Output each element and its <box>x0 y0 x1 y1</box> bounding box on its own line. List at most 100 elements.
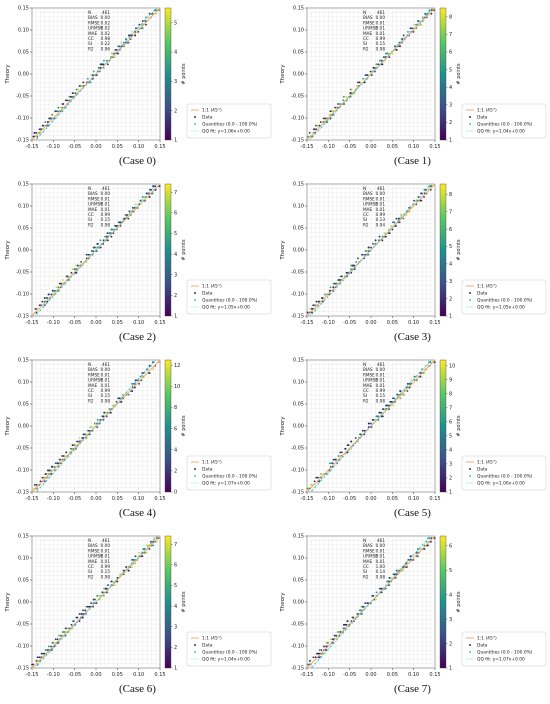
qq-fit-line <box>34 535 158 669</box>
legend-label-quantiles: Quantities (0.0 - 100.0%) <box>202 122 258 128</box>
data-point <box>111 52 114 55</box>
colorbar-tick-label: 6 <box>449 543 452 549</box>
legend-label-qq-fit: QQ fit: y=1.04x+0.00 <box>202 657 250 663</box>
data-point <box>380 411 382 414</box>
stat-value: 0.01 <box>376 559 386 564</box>
stat-value: 0.99 <box>101 564 111 569</box>
x-tick-label: -0.10 <box>322 320 335 326</box>
data-point <box>345 271 348 274</box>
x-tick-label: 0.10 <box>133 496 144 502</box>
data-point <box>53 289 56 292</box>
data-point <box>134 34 137 37</box>
data-point <box>84 433 87 436</box>
stat-value: 0.01 <box>376 202 386 207</box>
data-point <box>125 38 128 40</box>
colorbar-tick-label: 1 <box>449 490 452 496</box>
colorbar <box>439 7 447 141</box>
colorbar-tick-label: 5 <box>449 244 452 250</box>
stat-value: 0.98 <box>376 46 386 51</box>
y-tick-label: 0.05 <box>293 226 304 232</box>
legend-box <box>461 631 547 667</box>
stat-label: CC <box>88 564 94 569</box>
data-point <box>81 616 84 619</box>
data-point <box>361 253 363 256</box>
data-point <box>329 638 332 641</box>
data-point <box>336 631 339 633</box>
stat-value: 461 <box>377 186 385 191</box>
data-point <box>341 275 343 278</box>
data-point <box>328 113 331 116</box>
data-point <box>101 591 104 594</box>
legend-quantile-swatch <box>194 475 196 477</box>
data-point <box>47 469 49 472</box>
stat-label: RMSE <box>363 372 375 377</box>
data-point <box>412 558 415 561</box>
y-tick-label: -0.10 <box>291 116 304 122</box>
stat-value: 0.00 <box>101 543 111 548</box>
legend-label-line: 1:1 (45°) <box>202 636 222 642</box>
panel-caption: (Case 6) <box>119 683 156 695</box>
data-point <box>388 584 391 586</box>
stat-value: 0.99 <box>101 212 111 217</box>
data-point <box>108 408 111 410</box>
data-point <box>344 447 347 450</box>
stat-value: 0.00 <box>376 543 386 548</box>
stat-value: 0.02 <box>101 20 111 25</box>
data-point <box>93 246 96 249</box>
stat-value: 0.99 <box>376 212 386 217</box>
y-tick-label: 0.15 <box>293 182 304 188</box>
legend-label-quantiles: Quantities (0.0 - 100.0%) <box>202 298 258 304</box>
data-point <box>43 297 46 299</box>
stat-value: 0.98 <box>376 574 386 579</box>
legend-data-swatch <box>194 468 196 470</box>
data-point <box>64 627 67 630</box>
data-point <box>61 455 64 457</box>
data-point <box>366 602 369 605</box>
x-tick-label: -0.15 <box>301 496 314 502</box>
stat-value: 0.13 <box>376 217 386 222</box>
data-point <box>34 659 37 662</box>
data-point <box>90 74 93 77</box>
data-point <box>151 192 154 195</box>
data-point <box>62 455 65 457</box>
data-point <box>142 548 145 550</box>
data-point <box>359 433 362 436</box>
x-tick-label: 0.00 <box>90 672 101 678</box>
data-point <box>40 476 43 479</box>
stat-value: 0.01 <box>376 554 386 559</box>
data-point <box>127 41 130 44</box>
data-point <box>388 408 390 410</box>
y-tick-label: -0.10 <box>291 292 304 298</box>
data-point <box>406 566 408 568</box>
data-point <box>41 300 44 303</box>
colorbar-tick-label: 3 <box>449 103 452 109</box>
one-to-one-line <box>31 359 161 493</box>
data-point <box>323 117 325 120</box>
data-point <box>150 540 152 543</box>
stat-label: RMSE <box>363 548 375 553</box>
x-tick-label: 0.15 <box>154 144 165 150</box>
stat-label: URMSE <box>88 378 103 383</box>
data-point <box>433 361 436 364</box>
colorbar-tick-label: 1 <box>449 314 452 320</box>
stat-value: 0.14 <box>376 569 386 574</box>
data-point <box>405 390 408 392</box>
data-point <box>53 465 56 468</box>
data-point <box>382 408 385 410</box>
data-point <box>94 422 97 425</box>
data-point <box>70 95 72 98</box>
colorbar-tick-label: 7 <box>449 209 452 215</box>
data-point <box>131 566 133 568</box>
data-point <box>393 221 395 224</box>
y-tick-label: 0.10 <box>293 204 304 210</box>
y-tick-label: -0.05 <box>16 270 29 276</box>
data-point <box>86 77 89 80</box>
data-point <box>45 297 47 299</box>
data-point <box>306 311 309 314</box>
legend-data-swatch <box>194 644 196 646</box>
stat-label: SI <box>363 393 367 398</box>
stat-value: 0.01 <box>101 372 111 377</box>
